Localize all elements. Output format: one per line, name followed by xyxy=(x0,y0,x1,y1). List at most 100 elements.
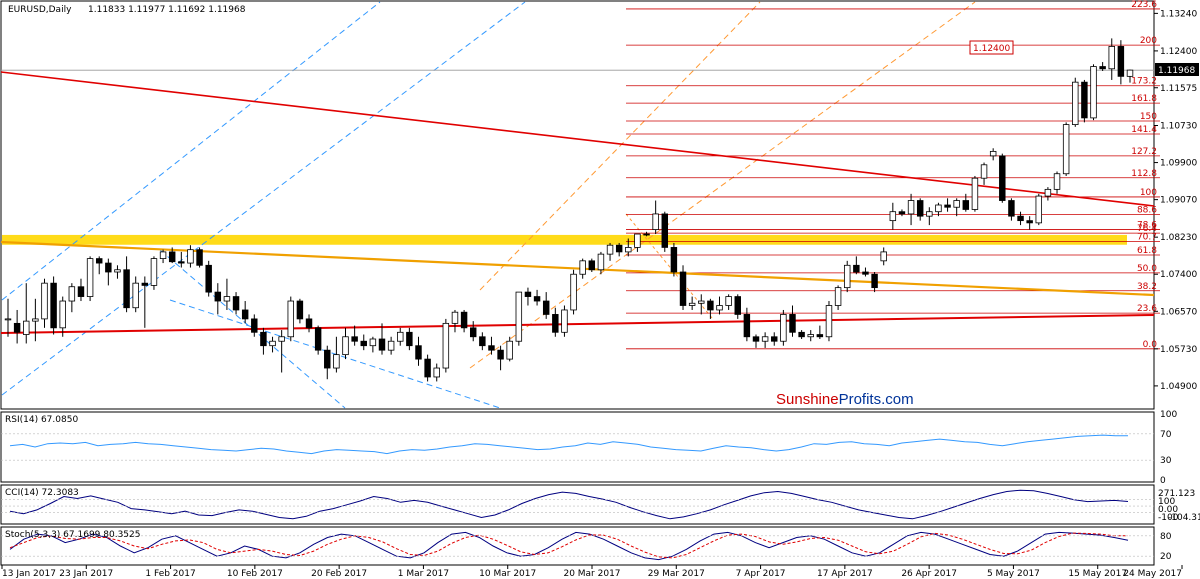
candle-body xyxy=(269,340,276,347)
candle-body xyxy=(95,258,103,264)
blue-channel-down-2 xyxy=(169,299,501,409)
candle-body xyxy=(187,249,194,264)
candle-body xyxy=(834,287,842,306)
x-tick-label: 1 Mar 2017 xyxy=(398,569,449,579)
candle-body xyxy=(1026,220,1033,224)
x-tick-label: 15 May 2017 xyxy=(1068,569,1127,579)
candle-body xyxy=(488,345,495,351)
indicator-line xyxy=(9,434,1128,455)
indicator-line xyxy=(9,531,1129,561)
candle-body xyxy=(442,322,450,369)
candle-body xyxy=(898,211,906,215)
candle-body xyxy=(305,318,313,329)
fib-level-label: 100 xyxy=(1140,188,1157,198)
y-tick-label: 1.05730 xyxy=(1160,345,1197,355)
candle-body xyxy=(524,291,532,297)
candle-body xyxy=(953,200,960,208)
candle-body xyxy=(989,150,997,157)
support-zone xyxy=(2,234,1127,245)
candle-body xyxy=(606,244,614,255)
candle-body xyxy=(752,336,760,342)
cci-tick-label: 0.00 xyxy=(1158,505,1178,515)
red-support-line xyxy=(0,314,1155,334)
fib-level-label: 38.2 xyxy=(1137,282,1157,292)
candle-body xyxy=(761,336,769,342)
candle-body xyxy=(625,247,632,253)
chart-symbol: EURUSD,Daily xyxy=(8,5,72,15)
candle-body xyxy=(241,309,249,320)
candle-body xyxy=(469,327,477,338)
y-tick-label: 1.09900 xyxy=(1160,159,1197,169)
current-price-label: 1.11968 xyxy=(1158,66,1195,76)
indicator-line xyxy=(9,489,1129,520)
candle-body xyxy=(351,336,358,342)
candle-body xyxy=(1035,195,1043,224)
candle-body xyxy=(789,314,796,333)
candle-body xyxy=(223,296,231,302)
candle-body xyxy=(59,300,66,329)
candle-body xyxy=(552,314,559,333)
x-tick-label: 1 Feb 2017 xyxy=(145,569,195,579)
stoch-tick-label: 80 xyxy=(1160,532,1172,542)
candle-body xyxy=(743,314,751,338)
candle-body xyxy=(725,296,732,306)
main-panel xyxy=(0,0,1155,410)
candle-body xyxy=(588,260,596,271)
candle-body xyxy=(734,296,741,315)
candle-body xyxy=(935,204,942,213)
fib-level-label: 0.0 xyxy=(1143,340,1158,350)
fib-level-label: 141.4 xyxy=(1131,125,1157,135)
y-tick-label: 1.08230 xyxy=(1160,233,1197,243)
candle-body xyxy=(825,305,833,338)
candle-body xyxy=(1008,200,1015,217)
candle-body xyxy=(32,318,39,322)
candle-body xyxy=(907,200,915,215)
candle-body xyxy=(433,367,440,378)
stoch-title: Stoch(5,3,3) 67.1699 80.3525 xyxy=(5,530,140,540)
candle-body xyxy=(1081,81,1088,119)
y-tick-label: 1.11575 xyxy=(1160,84,1197,94)
candle-body xyxy=(798,331,805,338)
indicator-line xyxy=(9,532,1128,559)
level-box-label: 1.12400 xyxy=(973,44,1010,54)
rsi-tick-label: 70 xyxy=(1160,430,1172,440)
candle-body xyxy=(652,213,659,230)
candle-body xyxy=(333,354,340,369)
candle-body xyxy=(561,309,568,333)
candle-body xyxy=(980,164,988,179)
candle-body xyxy=(999,155,1006,201)
candle-body xyxy=(260,331,267,347)
candle-body xyxy=(251,318,258,333)
candle-body xyxy=(278,336,285,342)
candle-body xyxy=(123,269,130,309)
rsi-tick-label: 30 xyxy=(1160,456,1172,466)
candle-body xyxy=(406,331,413,347)
candle-body xyxy=(415,345,422,360)
candle-body xyxy=(698,300,705,304)
x-tick-label: 29 Mar 2017 xyxy=(648,569,705,579)
rsi-tick-label: 100 xyxy=(1160,410,1177,420)
candle-body xyxy=(862,271,869,275)
candle-body xyxy=(1044,188,1052,197)
candle-body xyxy=(287,300,295,338)
candle-body xyxy=(105,262,112,273)
cci-tick-label: 271.123 xyxy=(1158,489,1195,499)
rsi-panel xyxy=(0,411,1155,483)
candle-body xyxy=(150,258,158,286)
candle-body xyxy=(397,331,404,342)
candle-body xyxy=(214,291,222,302)
candle-body xyxy=(971,177,979,210)
candle-body xyxy=(1126,69,1134,77)
y-tick-label: 1.06570 xyxy=(1160,307,1197,317)
candle-body xyxy=(1062,124,1070,175)
current-price-box xyxy=(1155,63,1199,76)
stoch-tick-label: 20 xyxy=(1160,552,1172,562)
x-tick-label: 7 Apr 2017 xyxy=(736,569,786,579)
x-tick-label: 20 Mar 2017 xyxy=(563,569,620,579)
x-tick-label: 23 Jan 2017 xyxy=(59,569,113,579)
candle-body xyxy=(889,211,897,222)
chart-ohlc: 1.11833 1.11977 1.11692 1.11968 xyxy=(88,5,246,15)
candle-body xyxy=(168,251,176,263)
candle-body xyxy=(314,327,322,351)
